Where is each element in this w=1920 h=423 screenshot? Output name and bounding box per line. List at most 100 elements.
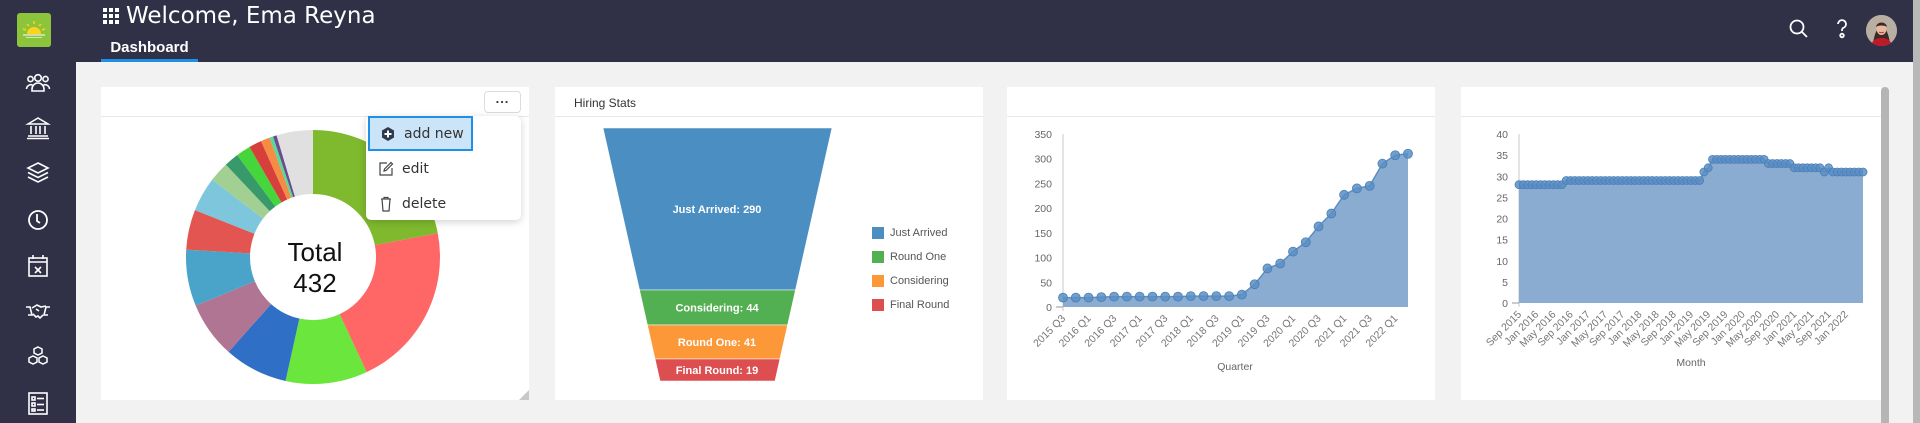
help-icon[interactable] bbox=[1830, 17, 1854, 41]
card-scrollbar[interactable] bbox=[1881, 87, 1889, 423]
data-point[interactable] bbox=[1262, 263, 1273, 274]
data-point[interactable] bbox=[1070, 292, 1081, 303]
legend-label: Final Round bbox=[890, 299, 950, 311]
y-tick-label: 40 bbox=[1496, 129, 1508, 141]
menu-item-label: edit bbox=[402, 160, 429, 177]
page-scrollbar[interactable] bbox=[1913, 0, 1920, 423]
data-point[interactable] bbox=[1351, 183, 1362, 194]
legend-swatch bbox=[872, 275, 884, 287]
apps-grid-icon[interactable] bbox=[103, 8, 119, 24]
data-point[interactable] bbox=[1236, 289, 1247, 300]
menu-item-delete[interactable]: delete bbox=[368, 186, 473, 221]
donut-slice[interactable] bbox=[261, 137, 292, 200]
card-header: Hiring Stats bbox=[555, 87, 983, 117]
data-point[interactable] bbox=[1275, 258, 1286, 269]
data-point[interactable] bbox=[1160, 291, 1171, 302]
legend-item[interactable]: Considering bbox=[872, 269, 949, 293]
y-tick-label: 350 bbox=[1034, 129, 1052, 141]
funnel-chart: Just Arrived: 290 Considering: 44 Round On… bbox=[602, 127, 833, 382]
data-point[interactable] bbox=[1185, 291, 1196, 302]
tab-dashboard[interactable]: Dashboard bbox=[101, 37, 198, 62]
donut-slice[interactable] bbox=[194, 179, 264, 234]
data-point[interactable] bbox=[1390, 150, 1401, 161]
donut-slice[interactable] bbox=[212, 164, 270, 219]
data-point[interactable] bbox=[1364, 181, 1375, 191]
card-title: Hiring Stats bbox=[574, 96, 637, 110]
legend-item[interactable]: Final Round bbox=[872, 293, 949, 317]
data-point[interactable] bbox=[1377, 158, 1388, 169]
donut-slice[interactable] bbox=[225, 155, 276, 212]
data-point[interactable] bbox=[1096, 292, 1107, 303]
y-tick-label: 5 bbox=[1502, 277, 1508, 289]
legend-item[interactable]: Just Arrived bbox=[872, 221, 949, 245]
menu-item-add-new[interactable]: add new bbox=[368, 116, 473, 151]
resize-handle[interactable] bbox=[519, 390, 529, 400]
donut-center-value: 432 bbox=[293, 268, 337, 298]
donut-slice[interactable] bbox=[276, 130, 313, 197]
y-tick-label: 150 bbox=[1034, 228, 1052, 240]
data-point[interactable] bbox=[1198, 291, 1209, 302]
data-point[interactable] bbox=[1109, 291, 1120, 302]
month-chart-card: 0 5 10 15 20 25 30 35 40 Sep 2015 Jan 2016 May 2016… bbox=[1461, 87, 1881, 400]
funnel-data-label: Final Round: 19 bbox=[676, 365, 759, 377]
data-point[interactable] bbox=[1300, 237, 1311, 248]
donut-slice[interactable] bbox=[269, 136, 294, 198]
donut-slice[interactable] bbox=[249, 141, 288, 203]
data-point[interactable] bbox=[1121, 291, 1132, 302]
funnel-segment[interactable] bbox=[654, 358, 781, 382]
y-tick-label: 0 bbox=[1046, 302, 1052, 314]
data-point[interactable] bbox=[1703, 163, 1713, 173]
data-point[interactable] bbox=[1211, 291, 1222, 302]
checklist-icon[interactable] bbox=[24, 389, 52, 417]
sunrise-logo[interactable] bbox=[17, 13, 51, 47]
search-icon[interactable] bbox=[1787, 17, 1811, 41]
boxes-icon[interactable] bbox=[24, 343, 52, 371]
handshake-icon[interactable] bbox=[24, 297, 52, 325]
data-point[interactable] bbox=[1224, 291, 1235, 302]
data-point[interactable] bbox=[1134, 291, 1145, 302]
data-point[interactable] bbox=[1249, 279, 1260, 290]
donut-slice[interactable] bbox=[186, 210, 255, 254]
donut-slice[interactable] bbox=[186, 249, 255, 306]
donut-slice[interactable] bbox=[228, 304, 300, 381]
card-header bbox=[1007, 87, 1435, 117]
bank-icon[interactable] bbox=[24, 114, 52, 142]
donut-slice[interactable] bbox=[339, 233, 440, 373]
funnel-data-label: Considering: 44 bbox=[675, 303, 759, 315]
donut-slice[interactable] bbox=[285, 314, 367, 384]
data-point[interactable] bbox=[1058, 292, 1068, 303]
x-axis-title: Month bbox=[1676, 357, 1705, 369]
data-point[interactable] bbox=[1083, 292, 1094, 303]
donut-chart-area: Total 432 bbox=[101, 118, 529, 400]
data-point[interactable] bbox=[1695, 176, 1705, 185]
more-options-button[interactable]: ... bbox=[484, 91, 521, 113]
data-point[interactable] bbox=[1858, 167, 1868, 177]
layers-icon[interactable] bbox=[24, 159, 52, 187]
data-point[interactable] bbox=[1403, 148, 1413, 159]
data-point[interactable] bbox=[1313, 221, 1324, 232]
avatar[interactable] bbox=[1866, 15, 1897, 46]
sidebar bbox=[0, 0, 76, 423]
data-point[interactable] bbox=[1288, 246, 1298, 257]
hiring-stats-card: Hiring Stats Just Arrived: 290 Considerin… bbox=[555, 87, 983, 400]
data-point[interactable] bbox=[1173, 291, 1183, 302]
donut-slice[interactable] bbox=[195, 281, 272, 352]
data-point[interactable] bbox=[1147, 291, 1158, 302]
y-tick-label: 20 bbox=[1496, 214, 1508, 226]
menu-item-edit[interactable]: edit bbox=[368, 151, 473, 186]
y-tick-label: 15 bbox=[1496, 235, 1508, 247]
calendar-x-icon[interactable] bbox=[24, 252, 52, 280]
donut-slice[interactable] bbox=[273, 135, 295, 198]
legend-swatch bbox=[872, 227, 884, 239]
clock-icon[interactable] bbox=[24, 206, 52, 234]
month-chart-area: 0 5 10 15 20 25 30 35 40 Sep 2015 Jan 2016 May 2016… bbox=[1461, 118, 1881, 400]
legend-label: Considering bbox=[890, 275, 949, 287]
y-tick-label: 30 bbox=[1496, 171, 1508, 183]
people-icon[interactable] bbox=[24, 69, 52, 97]
quarter-chart-area: 0 50 100 150 200 250 300 350 2015 Q3 2016 Q1 2016 … bbox=[1007, 118, 1435, 400]
data-point[interactable] bbox=[1326, 208, 1337, 219]
donut-slice[interactable] bbox=[237, 147, 282, 207]
legend-item[interactable]: Round One bbox=[872, 245, 949, 269]
data-point[interactable] bbox=[1339, 189, 1350, 200]
